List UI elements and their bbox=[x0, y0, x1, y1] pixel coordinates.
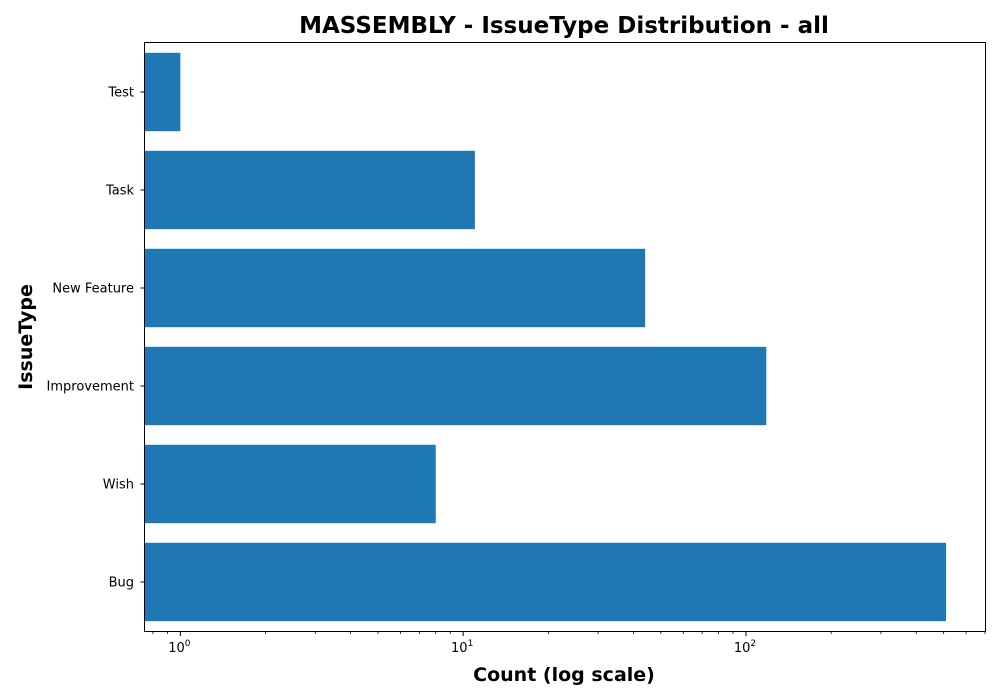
x-axis-title: Count (log scale) bbox=[473, 664, 655, 686]
bar-improvement bbox=[145, 346, 767, 426]
bar-task bbox=[145, 150, 475, 230]
y-tick-label-improvement: Improvement bbox=[47, 380, 134, 395]
bar-bug bbox=[145, 542, 947, 622]
y-tick-label-bug: Bug bbox=[109, 576, 134, 591]
y-tick-label-wish: Wish bbox=[103, 478, 134, 493]
bar-test bbox=[145, 52, 181, 132]
x-tick-label-100: 102 bbox=[734, 639, 756, 656]
y-tick-label-new-feature: New Feature bbox=[52, 282, 134, 297]
bar-new-feature bbox=[145, 248, 646, 328]
y-tick-label-task: Task bbox=[105, 184, 135, 199]
chart-title: MASSEMBLY - IssueType Distribution - all bbox=[299, 13, 829, 39]
y-tick-label-test: Test bbox=[107, 86, 134, 101]
x-tick-label-10: 101 bbox=[451, 639, 473, 656]
bar-wish bbox=[145, 444, 436, 524]
plot-frame bbox=[144, 42, 986, 632]
bars-layer bbox=[145, 52, 947, 622]
x-tick-label-1: 100 bbox=[168, 639, 191, 656]
y-axis-title: IssueType bbox=[15, 284, 37, 390]
